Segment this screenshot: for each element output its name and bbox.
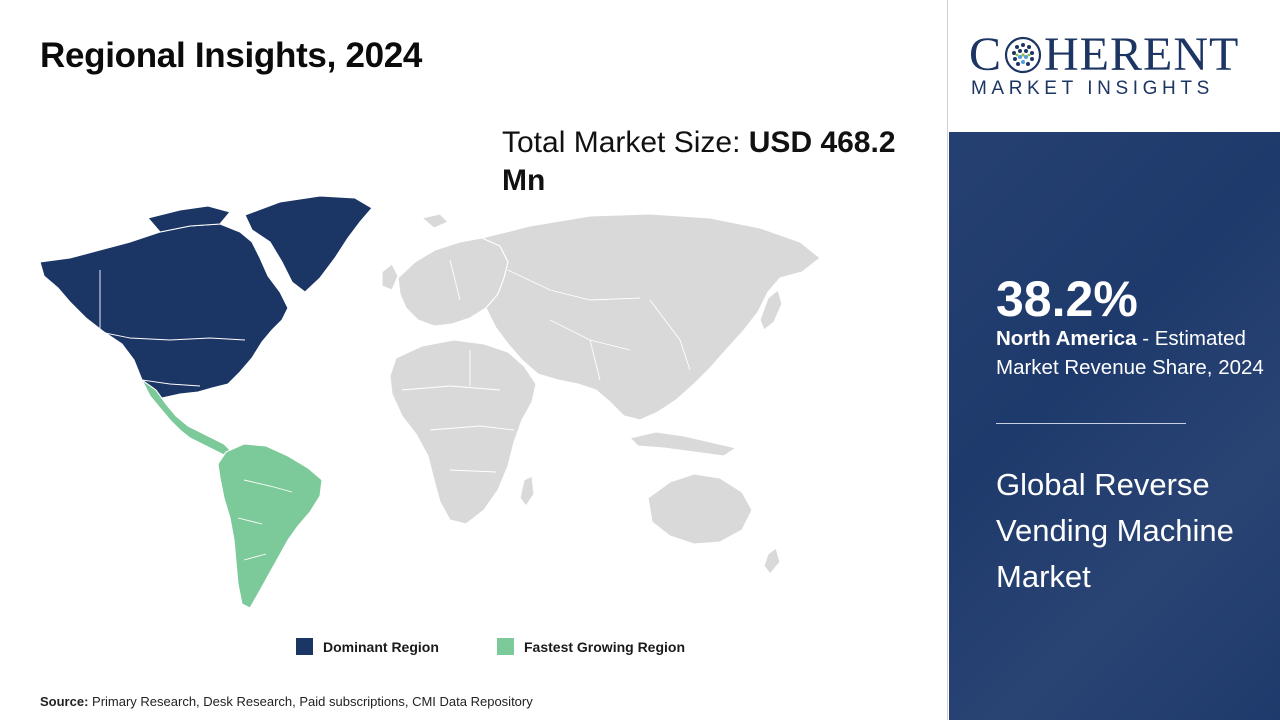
canada-usa-shape (39, 223, 289, 399)
revenue-share-value: 38.2% (996, 271, 1138, 327)
logo-subtitle: MARKET INSIGHTS (971, 78, 1214, 99)
indonesia-shape (628, 431, 738, 457)
dotted-globe-icon (1004, 36, 1042, 74)
legend-dominant: Dominant Region (296, 638, 439, 655)
logo-word-left: C (969, 28, 1003, 81)
page-title: Regional Insights, 2024 (40, 36, 423, 75)
revenue-share-description: North America - Estimated Market Revenue… (996, 324, 1266, 382)
legend-fastest-swatch (497, 638, 514, 655)
world-map (30, 180, 870, 620)
logo-wordmark: C HERENT (969, 30, 1239, 80)
divider (996, 423, 1186, 424)
market-size-label: Total Market Size: (502, 126, 741, 159)
japan-shape (759, 289, 783, 331)
legend-fastest: Fastest Growing Region (497, 638, 685, 655)
madagascar-shape (519, 475, 535, 507)
australia-shape (647, 473, 753, 545)
iceland-shape (420, 213, 449, 229)
greenland-shape (244, 195, 373, 293)
logo-word-right: HERENT (1044, 28, 1240, 81)
highlight-description: - Estimated Market Revenue Share, 2024 (996, 327, 1264, 379)
content-panel: Regional Insights, 2024 Total Market Siz… (30, 0, 948, 720)
market-name: Global Reverse Vending Machine Market (996, 467, 1234, 594)
source-label: Source: (40, 694, 89, 709)
south-america-shape (217, 443, 323, 609)
latin-america-region (141, 379, 323, 609)
market-size-value: USD 468.2 Mn (502, 126, 896, 197)
highlight-box: 38.2% North America - Estimated Market R… (949, 132, 1280, 720)
new-zealand-shape (763, 547, 781, 575)
source-note: Source: Primary Research, Desk Research,… (40, 694, 533, 709)
rest-of-world (381, 213, 821, 575)
summary-panel: C HERENT MARKET INSIGHTS 38.2% (949, 0, 1280, 720)
uk-shape (381, 263, 399, 291)
africa-shape (389, 339, 537, 525)
north-america-region (39, 195, 373, 399)
asia-shape (480, 213, 821, 421)
legend-fastest-label: Fastest Growing Region (524, 638, 686, 655)
highlight-region: North America (996, 327, 1137, 350)
source-text: Primary Research, Desk Research, Paid su… (92, 694, 533, 709)
legend-dominant-label: Dominant Region (323, 638, 439, 655)
legend-dominant-swatch (296, 638, 313, 655)
total-market-size: Total Market Size: USD 468.2 Mn (502, 124, 922, 200)
arctic-islands-shape (147, 205, 231, 233)
company-logo: C HERENT MARKET INSIGHTS (949, 0, 1280, 132)
